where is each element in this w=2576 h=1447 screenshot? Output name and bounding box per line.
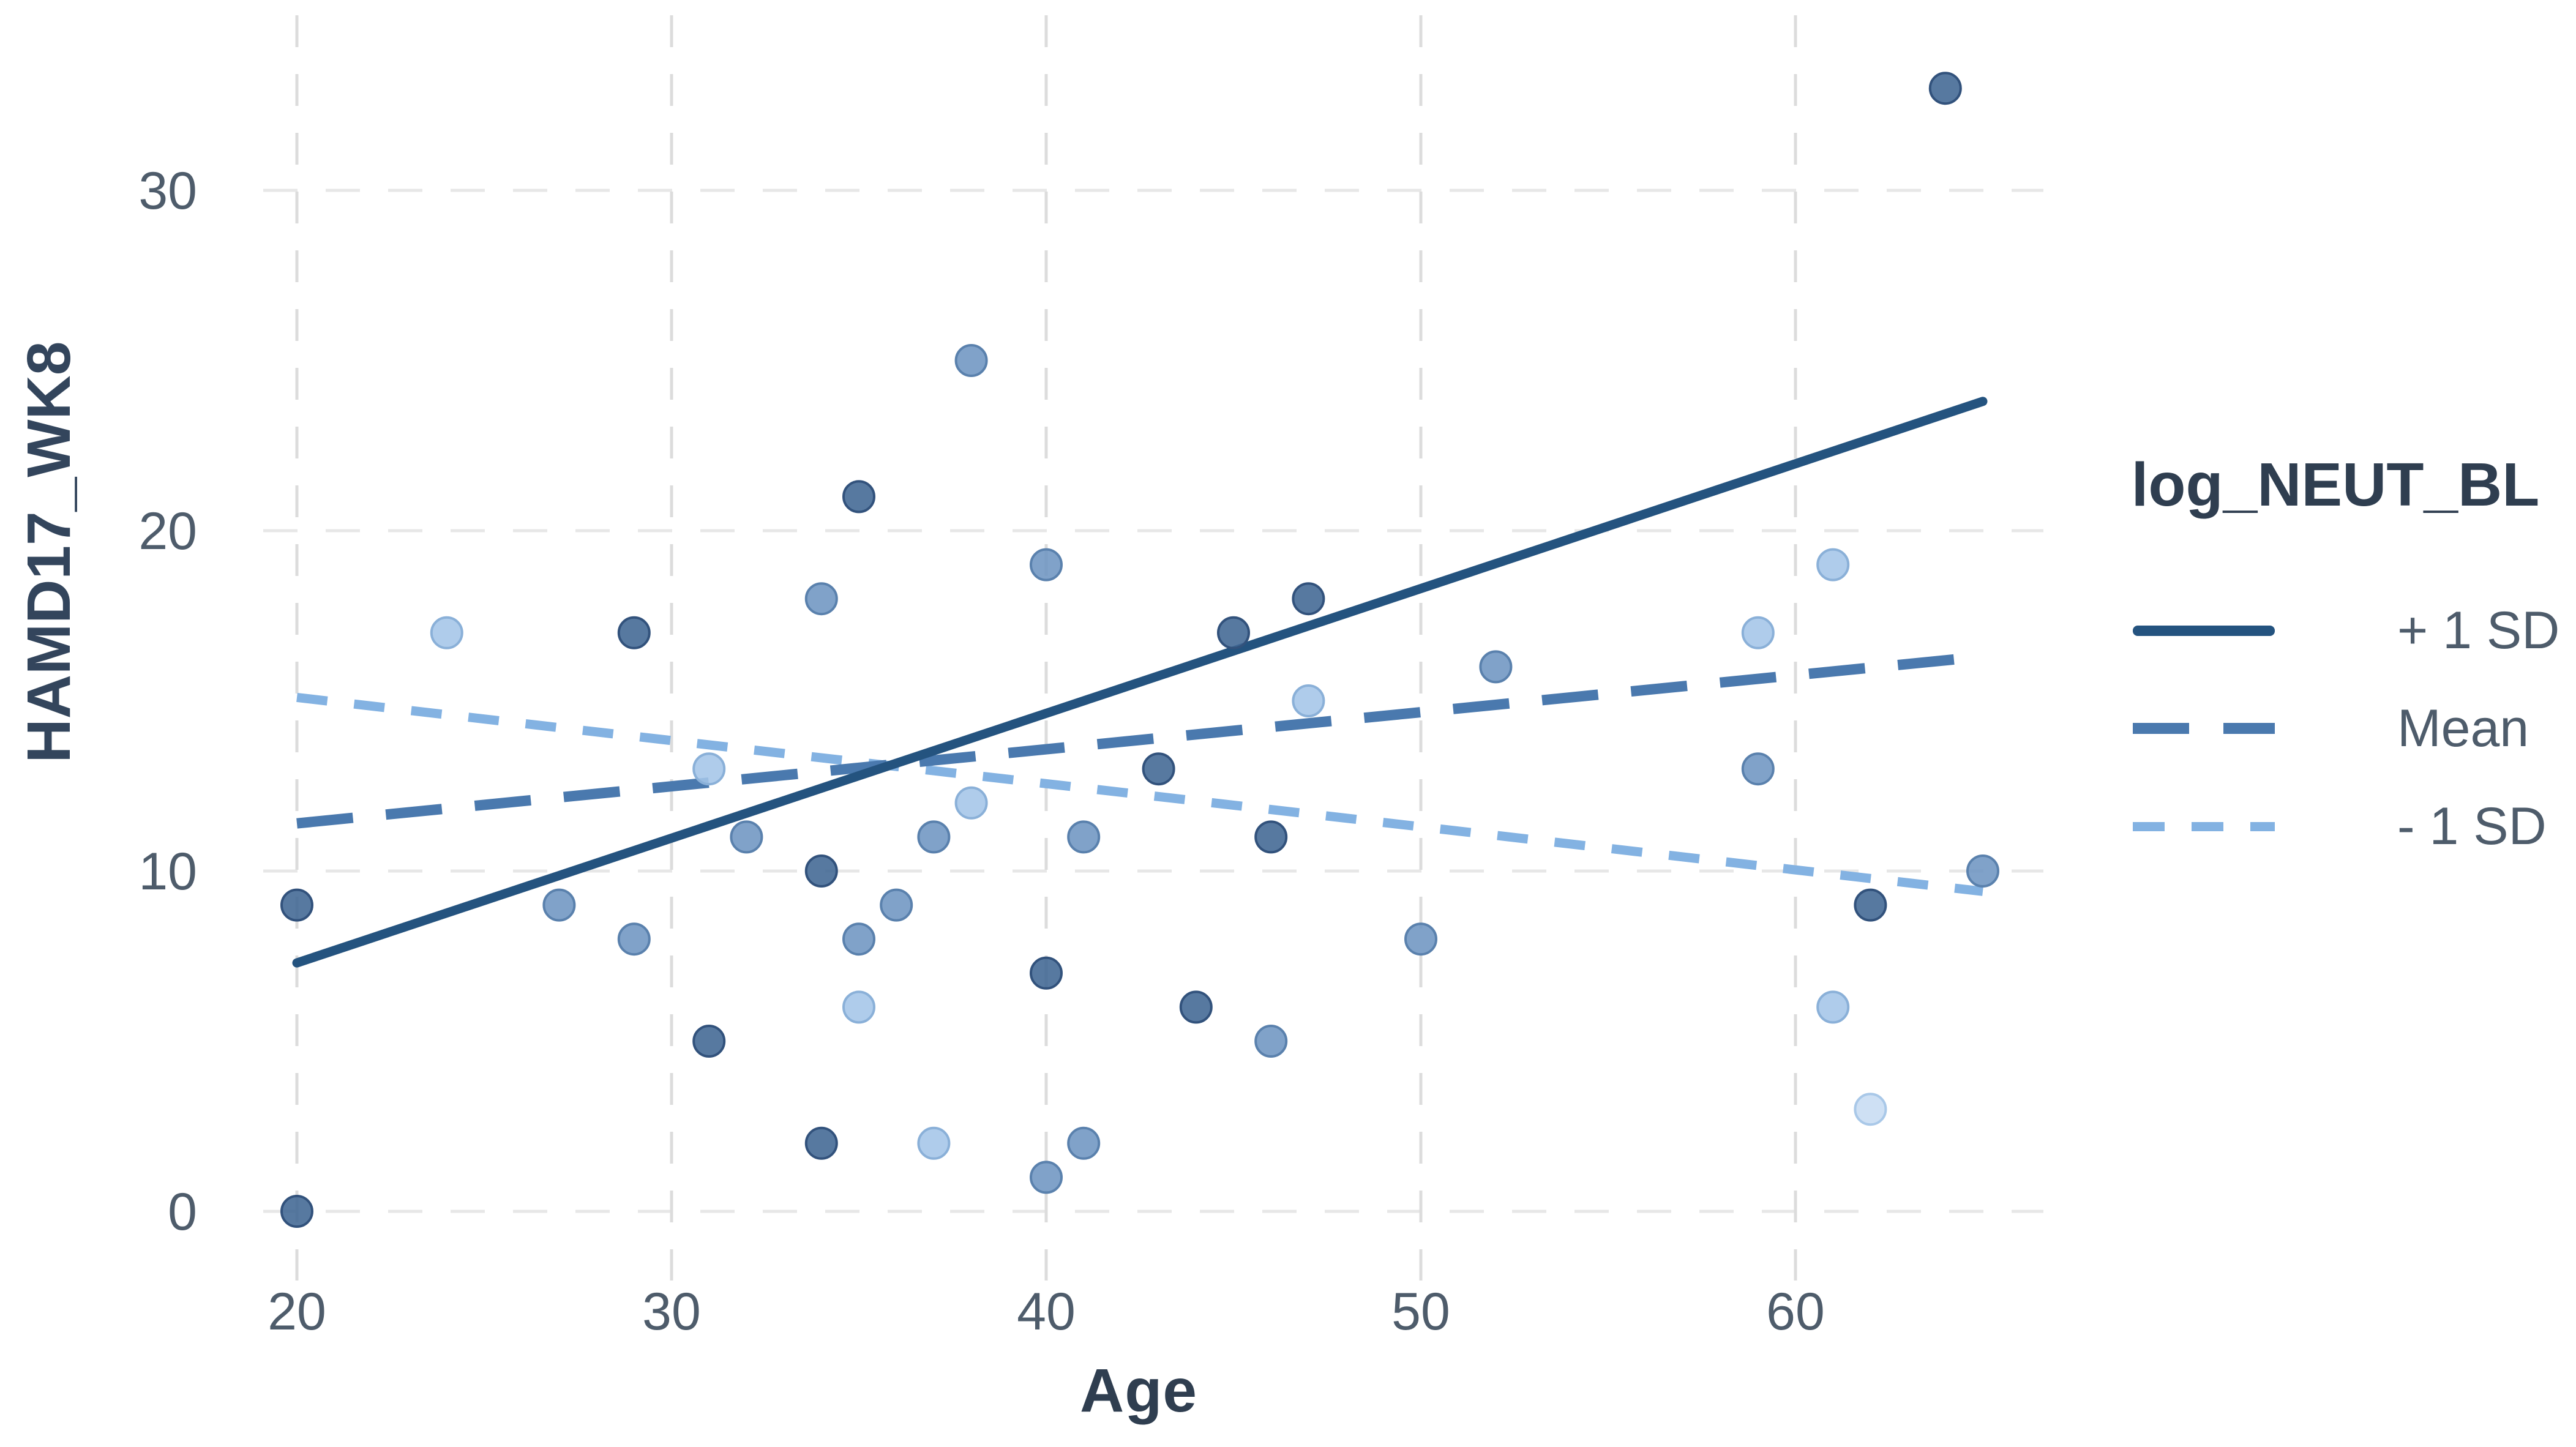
- scatter-point: [1254, 820, 1288, 854]
- scatter-point: [917, 1126, 951, 1160]
- y-tick-label-20: 20: [138, 502, 197, 561]
- legend: log_NEUT_BL + 1 SD Mean - 1 SD: [2094, 442, 2576, 875]
- scatter-point: [804, 1126, 838, 1160]
- y-tick-label-0: 0: [168, 1183, 197, 1241]
- y-tick-label-10: 10: [138, 842, 197, 901]
- regression-line-mean: [296, 651, 1983, 829]
- scatter-point: [1741, 752, 1775, 786]
- regression-line-+1sd: [292, 397, 1988, 968]
- scatter-point: [880, 888, 913, 922]
- scatter-point: [280, 888, 313, 922]
- legend-title: log_NEUT_BL: [2131, 451, 2540, 519]
- scatter-point: [842, 922, 875, 956]
- scatter-point: [1217, 616, 1250, 649]
- x-tick-label-30: 30: [642, 1282, 701, 1341]
- scatter-point: [1292, 684, 1325, 717]
- scatter-point: [1030, 956, 1063, 990]
- legend-entry-label: + 1 SD: [2397, 600, 2560, 660]
- scatter-point: [804, 582, 838, 616]
- scatter-point: [1030, 548, 1063, 581]
- legend-entry-label: Mean: [2397, 698, 2529, 758]
- x-tick-label-60: 60: [1766, 1282, 1825, 1341]
- scatter-point: [1854, 888, 1887, 922]
- legend-entry-label: - 1 SD: [2397, 796, 2547, 856]
- legend-entry-mean: Mean: [2094, 679, 2576, 777]
- scatter-point: [1254, 1025, 1288, 1058]
- scatter-point: [430, 616, 463, 649]
- scatter-point: [692, 752, 726, 786]
- legend-entry-plus-1sd: + 1 SD: [2094, 581, 2576, 679]
- scatter-point: [842, 990, 875, 1024]
- x-tick-label-20: 20: [268, 1282, 326, 1341]
- scatter-point: [842, 480, 875, 514]
- scatter-point: [1292, 582, 1325, 616]
- y-axis-title: HAMD17_WK8: [15, 341, 83, 763]
- scatter-point: [617, 922, 651, 956]
- scatter-point: [1854, 1093, 1887, 1126]
- scatter-point: [280, 1195, 313, 1228]
- scatter-point: [1816, 548, 1850, 581]
- solid-line-swatch-icon: [2133, 625, 2275, 636]
- y-tick-label-30: 30: [138, 162, 197, 220]
- legend-entry-minus-1sd: - 1 SD: [2094, 777, 2576, 875]
- scatter-point: [1142, 752, 1175, 786]
- scatter-point: [1479, 650, 1513, 684]
- scatter-point: [1179, 990, 1213, 1024]
- scatter-point: [692, 1025, 726, 1058]
- dotted-line-swatch-icon: [2133, 821, 2275, 831]
- regression-line--1sd: [296, 692, 1983, 896]
- scatter-point: [1816, 990, 1850, 1024]
- x-axis-title: Age: [1080, 1356, 1197, 1425]
- x-tick-label-50: 50: [1391, 1282, 1450, 1341]
- scatter-point: [730, 820, 763, 854]
- scatter-point: [1067, 820, 1101, 854]
- scatter-point: [1966, 854, 1999, 888]
- scatter-point: [1928, 72, 1962, 105]
- scatter-point: [917, 820, 951, 854]
- x-tick-label-40: 40: [1017, 1282, 1076, 1341]
- scatter-point: [954, 344, 988, 377]
- scatter-point: [542, 888, 576, 922]
- scatter-point: [1067, 1126, 1101, 1160]
- scatter-point: [1404, 922, 1437, 956]
- scatter-point: [804, 854, 838, 888]
- scatter-point: [617, 616, 651, 649]
- scatter-point: [1741, 616, 1775, 649]
- scatter-point: [954, 786, 988, 820]
- dashed-line-swatch-icon: [2133, 723, 2275, 734]
- scatter-point: [1030, 1161, 1063, 1194]
